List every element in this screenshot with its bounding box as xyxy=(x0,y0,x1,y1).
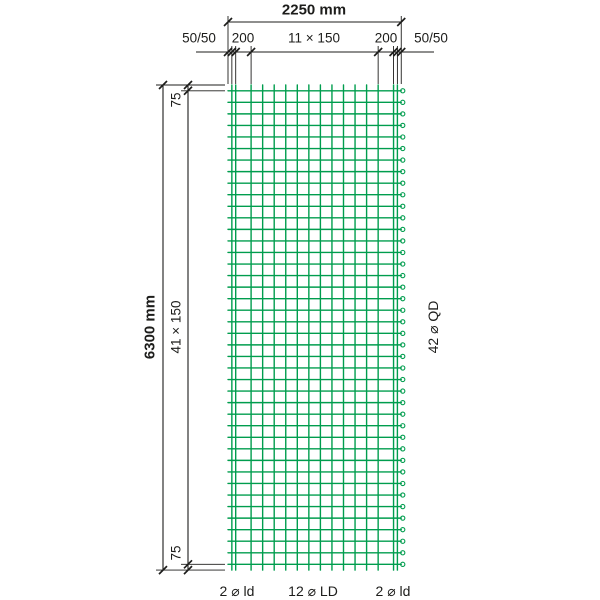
bottom-edge-bars-left-label: 2 ⌀ ld xyxy=(219,583,255,599)
bottom-main-bars-label: 12 ⌀ LD xyxy=(288,583,338,599)
left-seg-75-bottom-label: 75 xyxy=(168,545,184,561)
left-total-dimension-label: 6300 mm xyxy=(141,294,159,360)
top-seg-5050-right-label: 50/50 xyxy=(414,30,448,46)
right-crossbar-count-label: 42 ⌀ QD xyxy=(425,300,441,354)
top-seg-200-right-label: 200 xyxy=(374,30,398,46)
top-total-dimension-label: 2250 mm xyxy=(281,1,347,19)
left-seg-75-top-label: 75 xyxy=(168,92,184,108)
top-seg-5050-left-label: 50/50 xyxy=(182,30,216,46)
top-seg-11x150-label: 11 × 150 xyxy=(288,30,340,46)
left-seg-41x150-label: 41 × 150 xyxy=(168,300,184,354)
top-seg-200-left-label: 200 xyxy=(231,30,255,46)
bottom-edge-bars-right-label: 2 ⌀ ld xyxy=(375,583,411,599)
